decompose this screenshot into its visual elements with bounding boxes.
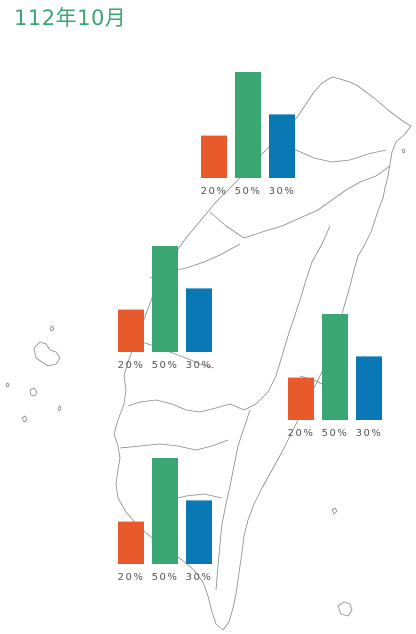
county-border	[215, 409, 251, 591]
bar-label-north-1: 50%	[235, 186, 262, 197]
county-border	[135, 339, 215, 369]
bar-chart-south: 20% 50% 30%	[118, 458, 213, 583]
bar-label-south-1: 50%	[152, 572, 179, 583]
bar-label-east-2: 30%	[356, 428, 383, 439]
penghu-island	[21, 415, 28, 423]
bar-north-2	[269, 114, 295, 178]
bar-label-central-1: 50%	[152, 360, 179, 371]
bar-label-central-2: 30%	[186, 360, 213, 371]
penghu-island	[57, 405, 62, 412]
green-island	[331, 507, 338, 515]
bar-south-0	[118, 521, 144, 564]
county-border	[275, 139, 387, 163]
bar-label-east-1: 50%	[322, 428, 349, 439]
bar-south-1	[152, 458, 178, 564]
penghu-island	[29, 387, 38, 397]
bar-east-2	[356, 356, 382, 420]
bar-south-2	[186, 500, 212, 564]
bar-chart-east: 20% 50% 30%	[288, 314, 383, 439]
bar-label-south-0: 20%	[118, 572, 145, 583]
guishan-island	[401, 148, 406, 154]
bar-label-east-0: 20%	[288, 428, 315, 439]
bar-east-0	[288, 377, 314, 420]
bar-chart-central: 20% 50% 30%	[118, 246, 213, 371]
bar-label-north-0: 20%	[201, 186, 228, 197]
bar-label-south-2: 30%	[186, 572, 213, 583]
penghu-island	[33, 341, 61, 367]
county-border	[127, 225, 331, 413]
county-border	[209, 165, 391, 239]
lanyu-island	[337, 601, 353, 617]
bar-central-1	[152, 246, 178, 352]
bar-central-0	[118, 309, 144, 352]
bar-east-1	[322, 314, 348, 420]
county-border	[119, 439, 229, 451]
page-title: 112年10月	[14, 6, 127, 30]
charts-layer: 20% 50% 30% 20% 50% 30% 20% 50% 30% 20% 50% 30%	[118, 72, 383, 583]
penghu-island	[49, 325, 55, 332]
bar-north-0	[201, 135, 227, 178]
bar-central-2	[186, 288, 212, 352]
bar-chart-north: 20% 50% 30%	[201, 72, 296, 197]
bar-north-1	[235, 72, 261, 178]
bar-label-central-0: 20%	[118, 360, 145, 371]
penghu-island	[5, 382, 10, 388]
bar-label-north-2: 30%	[269, 186, 296, 197]
